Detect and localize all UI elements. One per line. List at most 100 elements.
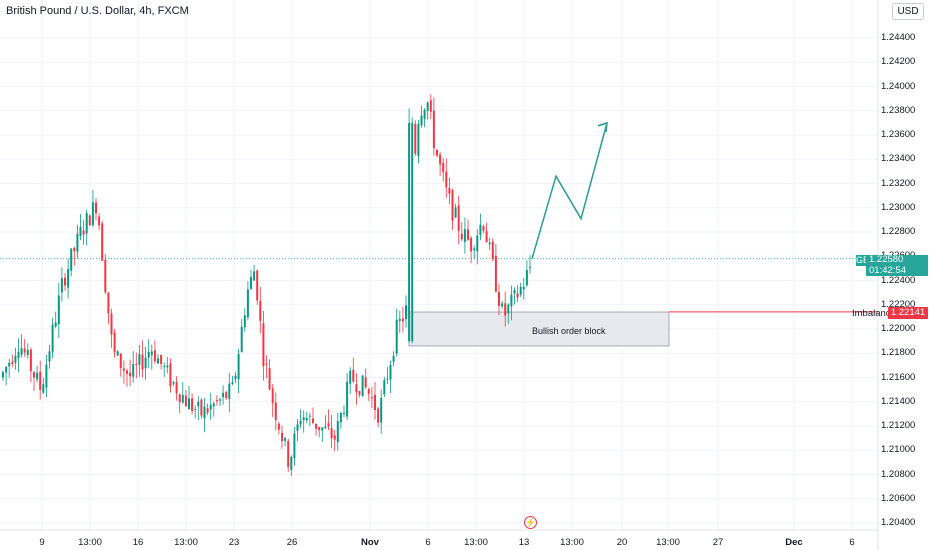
- candle-body: [42, 384, 45, 393]
- candle-body: [231, 382, 234, 384]
- candle-body: [457, 205, 460, 231]
- candle-body: [45, 364, 48, 388]
- candle-body: [157, 358, 159, 364]
- candle-body: [386, 378, 389, 380]
- candle-body: [23, 348, 26, 353]
- lightning-bolt-icon[interactable]: ⚡: [524, 516, 537, 529]
- candle-body: [343, 412, 345, 414]
- candle-body: [262, 323, 265, 367]
- candle-body: [519, 286, 522, 295]
- candle-body: [420, 115, 423, 126]
- candle-body: [439, 154, 442, 165]
- time-tick-label: 13:00: [656, 537, 680, 548]
- candle-body: [377, 408, 380, 423]
- candle-body: [284, 437, 287, 441]
- order-block-label: Bullish order block: [532, 326, 606, 336]
- time-tick-label: 26: [286, 537, 298, 548]
- candle-body: [209, 404, 212, 410]
- candle-body: [324, 426, 327, 428]
- candle-body: [79, 226, 82, 237]
- candle-body: [426, 102, 429, 111]
- price-tick-label: 1.22200: [881, 298, 916, 310]
- candle-body: [166, 365, 169, 368]
- candle-body: [188, 398, 190, 410]
- candle-body: [14, 355, 17, 363]
- candle-body: [119, 353, 122, 369]
- candle-body: [398, 318, 401, 321]
- projected-path-line: [531, 122, 608, 259]
- price-tick-label: 1.22400: [881, 274, 916, 286]
- candle-body: [312, 418, 314, 423]
- candle-body: [274, 402, 277, 421]
- time-tick-label: 27: [712, 537, 724, 548]
- candle-body: [122, 368, 125, 371]
- candle-body: [181, 394, 184, 403]
- candle-body: [20, 348, 23, 355]
- time-tick-label: 23: [228, 537, 240, 548]
- time-tick-label: 6: [425, 537, 431, 548]
- price-tick-label: 1.20600: [881, 492, 916, 504]
- arrow-up-right-icon: [597, 121, 608, 132]
- candle-body: [315, 423, 318, 429]
- candle-body: [194, 409, 197, 411]
- candle-body: [64, 277, 66, 286]
- price-tick-label: 1.23000: [881, 201, 916, 213]
- time-tick-label: 13:00: [174, 537, 198, 548]
- candle-body: [395, 319, 398, 354]
- candle-body: [302, 417, 305, 421]
- price-tick-label: 1.22000: [881, 323, 916, 334]
- price-tick-label: 1.24000: [881, 80, 916, 92]
- imbalance-price-tag: 1.22141: [888, 307, 928, 319]
- time-tick-label: 16: [132, 537, 144, 548]
- candle-body: [299, 420, 302, 425]
- candle-body: [525, 270, 528, 286]
- currency-selector-button[interactable]: USD: [892, 3, 924, 20]
- candle-body: [135, 363, 138, 366]
- candle-body: [197, 401, 200, 407]
- candle-body: [498, 292, 500, 306]
- candle-body: [265, 363, 268, 365]
- candle-body: [82, 230, 85, 235]
- price-tick-label: 1.21400: [881, 395, 916, 407]
- candle-body: [436, 150, 438, 156]
- last-price-value: 1.22580: [869, 254, 904, 265]
- last-price-tag: 1.22580 01:42:54: [866, 254, 928, 276]
- candle-body: [392, 355, 395, 362]
- time-tick-label: 13:00: [78, 537, 102, 548]
- candle-body: [57, 295, 60, 325]
- candle-body: [36, 372, 39, 380]
- candle-body: [529, 266, 531, 268]
- candle-body: [470, 238, 473, 252]
- price-tick-label: 1.22800: [881, 226, 916, 237]
- price-tick-label: 1.23600: [881, 129, 916, 140]
- symbol-title: British Pound / U.S. Dollar, 4h, FXCM: [6, 5, 189, 17]
- candle-body: [178, 394, 181, 403]
- candle-body: [116, 351, 119, 356]
- candle-body: [432, 110, 435, 149]
- time-tick-label: 13: [518, 537, 530, 548]
- time-tick-label: 13:00: [560, 537, 584, 548]
- candle-body: [51, 324, 54, 352]
- time-tick-label: Dec: [785, 537, 803, 548]
- candle-body: [129, 372, 132, 377]
- bullish-order-block-zone: [408, 311, 670, 347]
- candle-body: [485, 231, 488, 243]
- candle-body: [482, 226, 485, 231]
- candle-body: [228, 383, 231, 399]
- candle-body: [370, 397, 373, 399]
- candle-body: [219, 399, 221, 401]
- candle-body: [305, 417, 308, 421]
- candle-body: [160, 355, 163, 364]
- candle-body: [222, 392, 225, 398]
- candle-body: [184, 395, 187, 407]
- candle-body: [70, 248, 73, 271]
- candle-body: [293, 433, 296, 459]
- time-tick-label: Nov: [361, 537, 379, 548]
- candle-body: [383, 380, 386, 395]
- candle-body: [243, 315, 246, 328]
- candle-body: [48, 351, 51, 362]
- candle-body: [39, 371, 42, 391]
- candle-body: [318, 427, 321, 431]
- price-tick-label: 1.23400: [881, 153, 916, 165]
